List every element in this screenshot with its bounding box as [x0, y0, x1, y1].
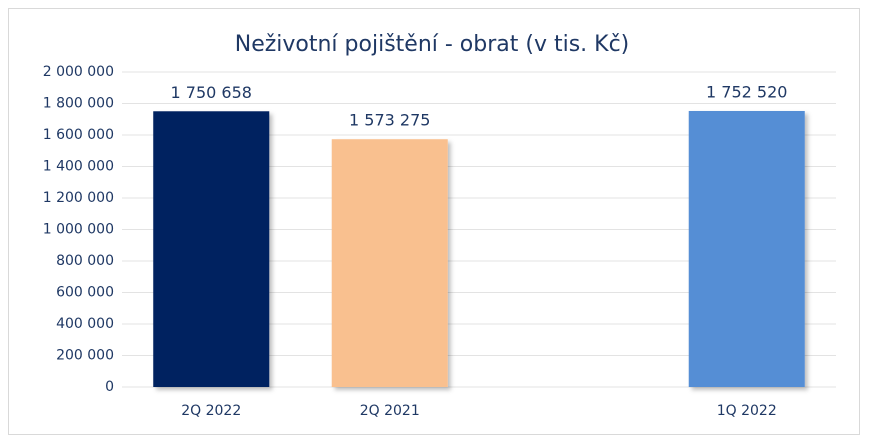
x-tick-label: 2Q 2021 [360, 403, 420, 419]
bar [153, 111, 270, 387]
y-tick-label: 1 600 000 [43, 127, 114, 143]
x-tick-label: 2Q 2022 [181, 403, 241, 419]
data-label: 1 573 275 [349, 111, 430, 130]
data-label: 1 750 658 [171, 83, 252, 102]
y-tick-label: 600 000 [56, 285, 114, 301]
y-tick-label: 1 200 000 [43, 190, 114, 206]
y-tick-label: 1 400 000 [43, 159, 114, 175]
x-tick-label: 1Q 2022 [717, 403, 777, 419]
y-tick-label: 2 000 000 [43, 64, 114, 80]
y-tick-label: 200 000 [56, 348, 114, 364]
bar [688, 110, 805, 388]
data-label: 1 752 520 [706, 82, 787, 101]
chart-title: Neživotní pojištění - obrat (v tis. Kč) [235, 32, 630, 57]
y-tick-label: 1 000 000 [43, 222, 114, 238]
y-tick-label: 1 800 000 [43, 96, 114, 112]
y-tick-label: 400 000 [56, 316, 114, 332]
y-tick-label: 800 000 [56, 253, 114, 269]
y-tick-label: 0 [105, 379, 114, 395]
bar [331, 139, 448, 387]
